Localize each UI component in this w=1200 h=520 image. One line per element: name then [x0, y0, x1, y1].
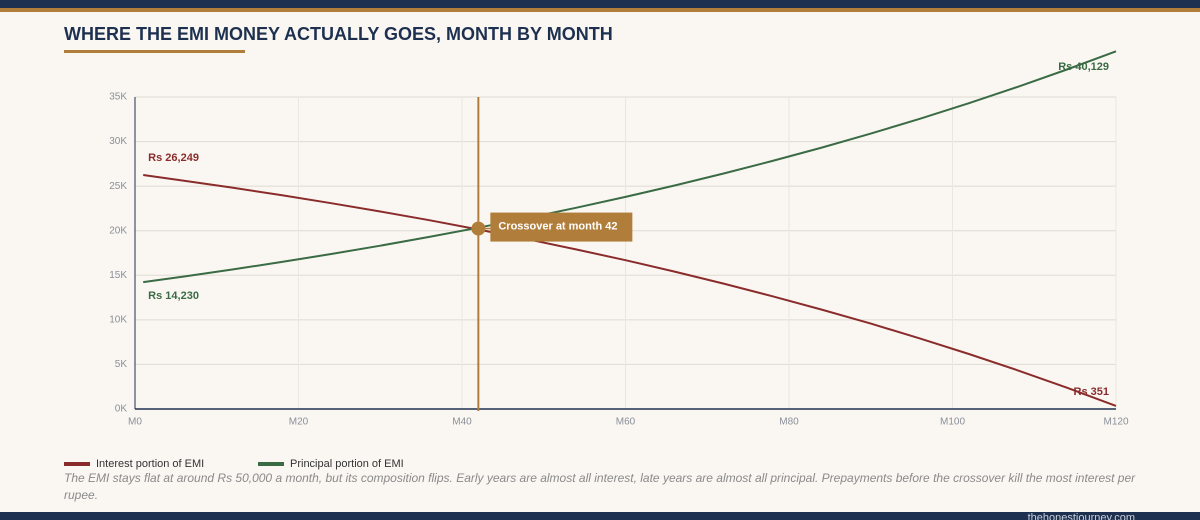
- x-tick-label: M100: [940, 417, 965, 428]
- point-label: Rs 351: [1074, 386, 1109, 398]
- x-tick-label: M0: [128, 417, 142, 428]
- caption: The EMI stays flat at around Rs 50,000 a…: [64, 471, 1136, 502]
- x-tick-label: M60: [616, 417, 636, 428]
- top-stripe: [0, 0, 1200, 8]
- point-label: Rs 14,230: [148, 290, 199, 302]
- y-tick-label: 25K: [109, 181, 127, 192]
- legend-swatch: [258, 462, 284, 466]
- top-accent: [0, 8, 1200, 12]
- crossover-label: Crossover at month 42: [498, 220, 617, 232]
- point-label: Rs 40,129: [1058, 61, 1109, 73]
- x-tick-label: M40: [452, 417, 472, 428]
- x-tick-label: M80: [779, 417, 799, 428]
- x-tick-label: M120: [1103, 417, 1128, 428]
- crossover-box: [490, 212, 633, 242]
- y-tick-label: 15K: [109, 270, 127, 281]
- title-underline: [64, 50, 245, 53]
- y-tick-label: 0K: [115, 404, 128, 415]
- series-line: [143, 174, 1117, 407]
- legend-swatch: [64, 462, 90, 466]
- bottom-stripe: [0, 512, 1200, 520]
- y-tick-label: 10K: [109, 314, 127, 325]
- point-label: Rs 26,249: [148, 152, 199, 164]
- caption-box: The EMI stays flat at around Rs 50,000 a…: [64, 471, 1136, 502]
- chart-title: WHERE THE EMI MONEY ACTUALLY GOES, MONTH…: [64, 24, 613, 44]
- crossover-point: [471, 221, 486, 236]
- legend-label: Interest portion of EMI: [96, 458, 204, 470]
- x-tick-label: M20: [289, 417, 309, 428]
- y-tick-label: 30K: [109, 136, 127, 147]
- footer: thehonestjourney.com: [1028, 512, 1135, 520]
- y-tick-label: 5K: [115, 359, 128, 370]
- series-line: [143, 50, 1117, 284]
- y-tick-label: 35K: [109, 92, 127, 103]
- y-tick-label: 20K: [109, 225, 127, 236]
- legend-label: Principal portion of EMI: [290, 458, 404, 470]
